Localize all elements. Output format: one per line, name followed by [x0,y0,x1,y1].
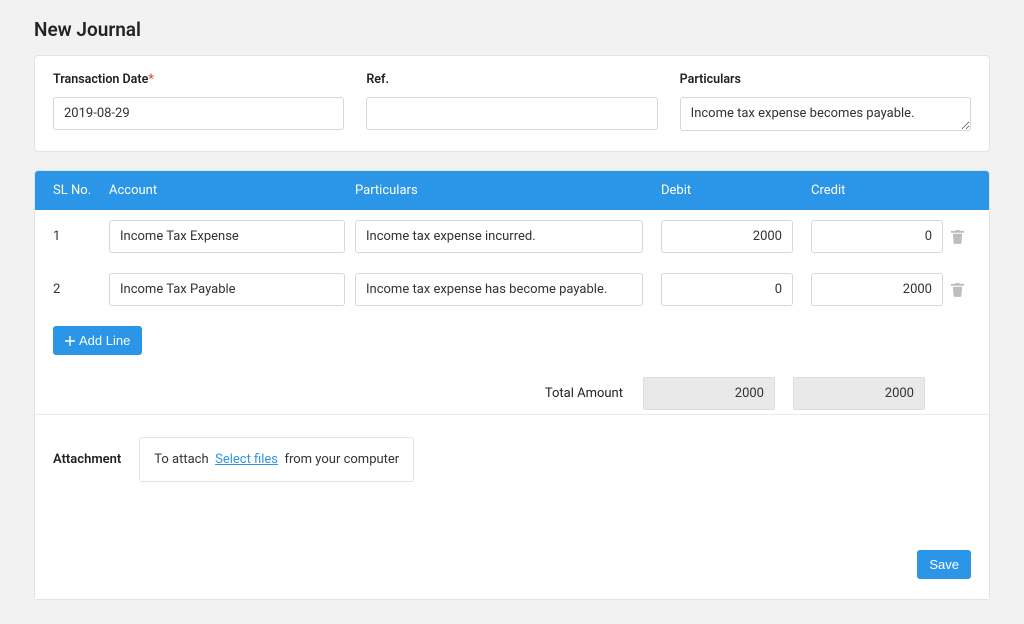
ref-input[interactable] [366,97,657,130]
totals-row: Total Amount 2000 2000 [35,361,989,414]
table-row: 1 [35,210,989,263]
ref-label: Ref. [366,72,657,87]
transaction-date-field: Transaction Date* [53,72,344,131]
debit-input[interactable] [661,273,793,306]
particulars-field: Particulars Income tax expense becomes p… [680,72,971,131]
lines-table-header: SL No. Account Particulars Debit Credit [35,171,989,210]
trash-icon[interactable] [943,229,971,244]
credit-input[interactable] [811,220,943,253]
credit-input[interactable] [811,273,943,306]
attachment-suffix: from your computer [284,452,399,467]
total-credit: 2000 [793,377,925,410]
attachment-label: Attachment [53,452,121,467]
plus-icon [65,336,75,346]
transaction-date-label: Transaction Date* [53,72,344,87]
particulars-label: Particulars [680,72,971,87]
footer: Save [35,504,989,599]
col-header-debit: Debit [661,183,793,198]
header-panel: Transaction Date* Ref. Particulars Incom… [34,55,990,152]
attachment-box: To attach Select files from your compute… [139,437,414,482]
transaction-date-input[interactable] [53,97,344,130]
totals-label: Total Amount [545,386,623,401]
particulars-input[interactable]: Income tax expense becomes payable. [680,97,971,131]
line-particulars-input[interactable] [355,273,643,306]
attachment-panel: Attachment To attach Select files from y… [35,414,989,504]
col-header-sl: SL No. [53,183,109,198]
line-particulars-input[interactable] [355,220,643,253]
attachment-prefix: To attach [154,452,208,467]
total-debit: 2000 [643,377,775,410]
line-sl: 2 [53,282,109,297]
account-input[interactable] [109,273,345,306]
required-mark: * [148,72,154,87]
debit-input[interactable] [661,220,793,253]
ref-field: Ref. [366,72,657,131]
save-button[interactable]: Save [917,550,971,579]
line-sl: 1 [53,229,109,244]
trash-icon[interactable] [943,282,971,297]
table-row: 2 [35,263,989,316]
col-header-particulars: Particulars [355,183,643,198]
lines-panel: SL No. Account Particulars Debit Credit … [34,170,990,600]
account-input[interactable] [109,220,345,253]
select-files-link[interactable]: Select files [215,452,278,467]
page-title: New Journal [34,18,990,41]
add-line-button[interactable]: Add Line [53,326,142,355]
col-header-account: Account [109,183,345,198]
col-header-credit: Credit [811,183,943,198]
add-line-label: Add Line [79,333,130,348]
